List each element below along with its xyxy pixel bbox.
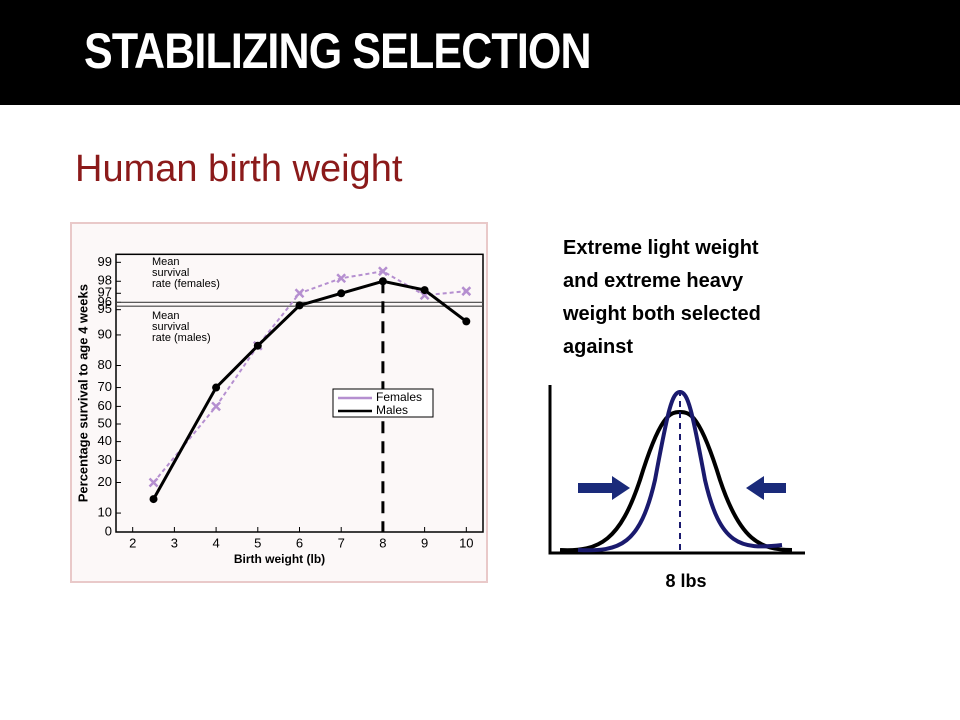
legend-box: [332, 388, 434, 418]
male-marker: [295, 301, 304, 310]
mean-label: rate (males): [152, 332, 211, 344]
y-tick-label: 60: [98, 398, 112, 413]
series-line: [152, 270, 467, 484]
mean-label: survival: [152, 267, 189, 279]
y-tick-label: 20: [98, 474, 112, 489]
female-marker: [461, 286, 472, 297]
y-tick-label: 95: [98, 301, 112, 316]
y-tick-label: 40: [98, 433, 112, 448]
x-tick-label: 7: [338, 535, 345, 550]
title-bar: [0, 0, 960, 105]
male-marker: [212, 383, 221, 392]
mean-label: survival: [152, 321, 189, 333]
x-tick-label: 9: [421, 535, 428, 550]
y-tick-label: 70: [98, 379, 112, 394]
x-tick-label: 10: [459, 535, 473, 550]
legend-label: Males: [376, 403, 408, 417]
mean-label: Mean: [152, 256, 180, 268]
diagram-axes: [548, 385, 805, 555]
y-tick-label: 98: [98, 273, 112, 288]
female-marker: [148, 477, 159, 488]
x-tick-label: 3: [171, 535, 178, 550]
x-axis-label: Birth weight (lb): [234, 552, 325, 566]
arrow-left: [746, 476, 786, 500]
y-tick-label: 96: [98, 294, 112, 309]
x-tick-label: 6: [296, 535, 303, 550]
x-tick-label: 2: [129, 535, 136, 550]
arrow-right: [578, 476, 630, 500]
male-marker: [420, 286, 429, 295]
y-tick-label: 50: [98, 415, 112, 430]
diagram: 8 lbs: [548, 385, 805, 591]
diagram-label: 8 lbs: [665, 571, 706, 591]
mean-label: Mean: [152, 310, 180, 322]
x-tick-label: 5: [254, 535, 261, 550]
female-marker: [336, 273, 347, 284]
slide-title: STABILIZING SELECTION: [84, 23, 592, 79]
male-marker: [337, 289, 346, 298]
note-line: and extreme heavy: [563, 270, 744, 292]
series-line: [152, 279, 468, 500]
mean-label: rate (females): [152, 278, 220, 290]
male-marker: [253, 341, 262, 350]
male-marker: [462, 317, 471, 326]
male-marker: [149, 495, 158, 504]
female-marker: [378, 266, 388, 277]
y-tick-label: 0: [105, 523, 112, 538]
female-marker: [211, 401, 221, 412]
legend-label: Females: [376, 390, 422, 404]
y-tick-label: 99: [98, 254, 112, 269]
y-tick-label: 90: [98, 326, 112, 341]
x-tick-label: 4: [212, 535, 219, 550]
subtitle: Human birth weight: [75, 148, 403, 190]
y-tick-label: 10: [98, 505, 112, 520]
y-tick-label: 97: [98, 285, 112, 300]
y-tick-label: 80: [98, 357, 112, 372]
female-marker: [294, 288, 305, 299]
note-line: against: [563, 336, 634, 358]
y-tick-label: 30: [98, 452, 112, 467]
y-axis-label: Percentage survival to age 4 weeks: [75, 284, 90, 502]
x-tick-label: 8: [379, 535, 386, 550]
note-line: weight both selected: [563, 303, 761, 325]
male-marker: [378, 277, 387, 286]
note: Extreme light weight and extreme heavy w…: [563, 232, 863, 364]
note-line: Extreme light weight: [563, 237, 759, 259]
